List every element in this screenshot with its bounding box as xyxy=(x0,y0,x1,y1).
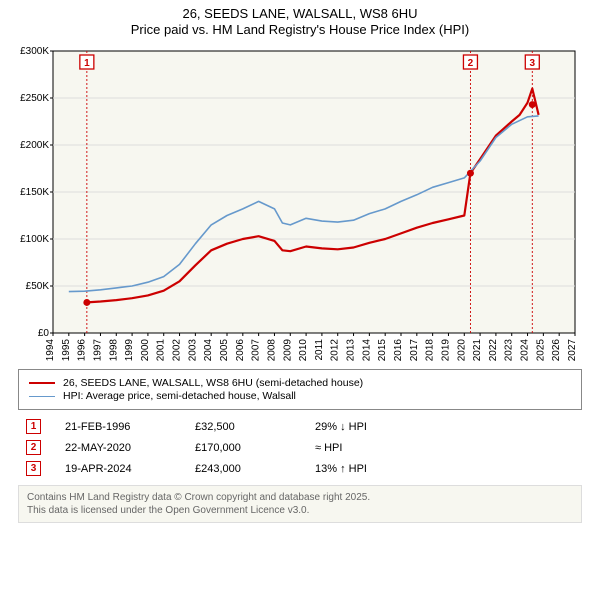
svg-text:2026: 2026 xyxy=(551,339,562,362)
svg-text:2002: 2002 xyxy=(172,339,183,362)
svg-text:1998: 1998 xyxy=(108,339,119,362)
chart-area: £0 £50K £100K £150K £200K £250K £300K 1994 1995 1… xyxy=(18,43,582,363)
svg-text:2011: 2011 xyxy=(314,339,325,361)
svg-text:2003: 2003 xyxy=(187,339,198,362)
svg-text:2018: 2018 xyxy=(425,339,436,362)
marker-date: 22-MAY-2020 xyxy=(65,442,195,454)
svg-text:2000: 2000 xyxy=(140,339,151,362)
svg-text:2015: 2015 xyxy=(377,339,388,362)
marker-date: 19-APR-2024 xyxy=(65,463,195,475)
svg-text:2022: 2022 xyxy=(488,339,499,362)
svg-text:2016: 2016 xyxy=(393,339,404,362)
footer-line2: This data is licensed under the Open Gov… xyxy=(27,504,573,517)
title-line2: Price paid vs. HM Land Registry's House … xyxy=(10,22,590,37)
marker-price: £243,000 xyxy=(195,463,315,475)
marker-delta: 29% ↓ HPI xyxy=(315,421,367,433)
svg-text:2010: 2010 xyxy=(298,339,309,362)
svg-text:1997: 1997 xyxy=(92,339,103,362)
svg-text:2027: 2027 xyxy=(567,339,578,362)
chart-container: 26, SEEDS LANE, WALSALL, WS8 6HU Price p… xyxy=(0,0,600,590)
svg-text:2021: 2021 xyxy=(472,339,483,362)
svg-text:2006: 2006 xyxy=(235,339,246,362)
marker-row: 2 22-MAY-2020 £170,000 ≈ HPI xyxy=(18,437,582,458)
svg-text:£150K: £150K xyxy=(20,187,49,198)
svg-text:£50K: £50K xyxy=(26,281,50,292)
svg-text:2019: 2019 xyxy=(440,339,451,362)
svg-text:2001: 2001 xyxy=(156,339,167,362)
legend-row: 26, SEEDS LANE, WALSALL, WS8 6HU (semi-d… xyxy=(29,377,571,389)
svg-text:1995: 1995 xyxy=(61,339,72,362)
legend-row: HPI: Average price, semi-detached house,… xyxy=(29,390,571,402)
svg-text:2024: 2024 xyxy=(520,339,531,362)
svg-text:2020: 2020 xyxy=(456,339,467,362)
svg-text:1996: 1996 xyxy=(77,339,88,362)
legend-swatch-series-0 xyxy=(29,382,55,384)
marker-delta: 13% ↑ HPI xyxy=(315,463,367,475)
svg-text:2025: 2025 xyxy=(535,339,546,362)
svg-text:2004: 2004 xyxy=(203,339,214,362)
marker-badge-3: 3 xyxy=(26,461,41,476)
marker-delta: ≈ HPI xyxy=(315,442,342,454)
marker-badge-2: 2 xyxy=(26,440,41,455)
svg-text:£0: £0 xyxy=(38,328,50,339)
svg-text:3: 3 xyxy=(530,58,536,69)
marker-row: 1 21-FEB-1996 £32,500 29% ↓ HPI xyxy=(18,416,582,437)
marker-table: 1 21-FEB-1996 £32,500 29% ↓ HPI 2 22-MAY… xyxy=(18,416,582,479)
svg-text:2007: 2007 xyxy=(251,339,262,362)
marker-date: 21-FEB-1996 xyxy=(65,421,195,433)
svg-text:1994: 1994 xyxy=(45,339,56,362)
marker-price: £32,500 xyxy=(195,421,315,433)
svg-text:£200K: £200K xyxy=(20,140,49,151)
legend-label-series-1: HPI: Average price, semi-detached house,… xyxy=(63,390,296,402)
svg-text:2008: 2008 xyxy=(266,339,277,362)
line-chart-svg: £0 £50K £100K £150K £200K £250K £300K 1994 1995 1… xyxy=(18,43,582,363)
legend-label-series-0: 26, SEEDS LANE, WALSALL, WS8 6HU (semi-d… xyxy=(63,377,363,389)
legend-swatch-series-1 xyxy=(29,396,55,397)
svg-text:2017: 2017 xyxy=(409,339,420,362)
svg-text:£300K: £300K xyxy=(20,46,49,57)
svg-text:1: 1 xyxy=(84,58,90,69)
legend-box: 26, SEEDS LANE, WALSALL, WS8 6HU (semi-d… xyxy=(18,369,582,410)
title-line1: 26, SEEDS LANE, WALSALL, WS8 6HU xyxy=(10,6,590,21)
svg-text:2023: 2023 xyxy=(504,339,515,362)
title-block: 26, SEEDS LANE, WALSALL, WS8 6HU Price p… xyxy=(0,0,600,39)
svg-text:2005: 2005 xyxy=(219,339,230,362)
footer-line1: Contains HM Land Registry data © Crown c… xyxy=(27,491,573,504)
svg-text:2009: 2009 xyxy=(282,339,293,362)
svg-text:2012: 2012 xyxy=(330,339,341,362)
marker-price: £170,000 xyxy=(195,442,315,454)
svg-text:£100K: £100K xyxy=(20,234,49,245)
svg-text:2014: 2014 xyxy=(361,339,372,362)
svg-text:1999: 1999 xyxy=(124,339,135,362)
svg-text:2013: 2013 xyxy=(346,339,357,362)
svg-text:£250K: £250K xyxy=(20,93,49,104)
svg-text:2: 2 xyxy=(468,58,474,69)
marker-row: 3 19-APR-2024 £243,000 13% ↑ HPI xyxy=(18,458,582,479)
marker-badge-1: 1 xyxy=(26,419,41,434)
footer-attribution: Contains HM Land Registry data © Crown c… xyxy=(18,485,582,523)
